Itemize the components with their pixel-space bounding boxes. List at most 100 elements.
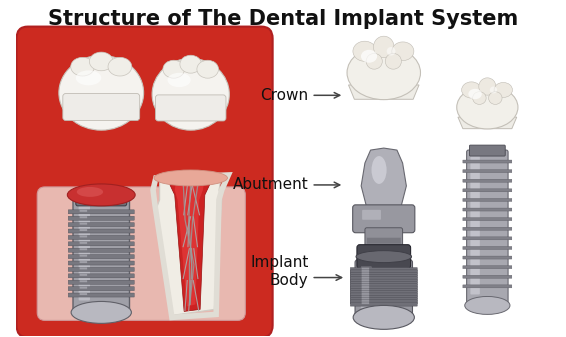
- FancyBboxPatch shape: [80, 236, 87, 238]
- FancyBboxPatch shape: [362, 210, 381, 220]
- Ellipse shape: [71, 302, 131, 324]
- FancyBboxPatch shape: [80, 242, 87, 244]
- FancyBboxPatch shape: [80, 229, 87, 231]
- Ellipse shape: [457, 86, 518, 129]
- Ellipse shape: [353, 41, 376, 61]
- FancyBboxPatch shape: [362, 277, 369, 279]
- Polygon shape: [175, 178, 205, 306]
- FancyBboxPatch shape: [68, 242, 134, 246]
- Polygon shape: [361, 148, 406, 208]
- FancyBboxPatch shape: [463, 170, 512, 173]
- Ellipse shape: [89, 52, 113, 71]
- FancyBboxPatch shape: [463, 237, 512, 240]
- FancyBboxPatch shape: [365, 228, 402, 262]
- Text: Structure of The Dental Implant System: Structure of The Dental Implant System: [48, 9, 518, 29]
- FancyBboxPatch shape: [68, 287, 134, 290]
- FancyBboxPatch shape: [156, 95, 226, 121]
- FancyBboxPatch shape: [350, 293, 417, 297]
- FancyBboxPatch shape: [362, 300, 369, 302]
- FancyBboxPatch shape: [80, 261, 87, 263]
- Ellipse shape: [465, 297, 510, 314]
- FancyBboxPatch shape: [350, 275, 417, 278]
- FancyBboxPatch shape: [350, 277, 417, 281]
- FancyBboxPatch shape: [350, 284, 417, 288]
- Ellipse shape: [462, 82, 481, 98]
- FancyBboxPatch shape: [80, 287, 87, 289]
- FancyBboxPatch shape: [63, 94, 140, 120]
- Ellipse shape: [488, 92, 502, 104]
- FancyBboxPatch shape: [68, 229, 134, 233]
- FancyBboxPatch shape: [362, 270, 369, 272]
- Ellipse shape: [366, 53, 382, 69]
- Ellipse shape: [77, 187, 103, 197]
- FancyBboxPatch shape: [68, 236, 134, 239]
- FancyBboxPatch shape: [355, 259, 413, 319]
- FancyBboxPatch shape: [80, 274, 87, 276]
- FancyBboxPatch shape: [362, 284, 369, 286]
- FancyBboxPatch shape: [350, 268, 417, 272]
- Ellipse shape: [479, 78, 496, 95]
- FancyBboxPatch shape: [362, 279, 369, 281]
- Ellipse shape: [387, 47, 396, 56]
- Ellipse shape: [168, 73, 191, 87]
- FancyBboxPatch shape: [463, 179, 512, 182]
- FancyBboxPatch shape: [470, 155, 480, 295]
- Ellipse shape: [371, 156, 387, 184]
- FancyBboxPatch shape: [350, 302, 417, 306]
- FancyBboxPatch shape: [463, 246, 512, 249]
- FancyBboxPatch shape: [362, 286, 369, 288]
- FancyBboxPatch shape: [357, 245, 410, 269]
- FancyBboxPatch shape: [68, 280, 134, 284]
- FancyBboxPatch shape: [80, 268, 87, 270]
- FancyBboxPatch shape: [76, 190, 127, 206]
- FancyBboxPatch shape: [469, 145, 505, 156]
- FancyBboxPatch shape: [68, 223, 134, 226]
- FancyBboxPatch shape: [68, 248, 134, 252]
- FancyBboxPatch shape: [68, 210, 134, 214]
- FancyBboxPatch shape: [16, 27, 273, 337]
- FancyBboxPatch shape: [79, 204, 90, 301]
- Ellipse shape: [67, 184, 135, 206]
- Ellipse shape: [473, 92, 486, 104]
- Ellipse shape: [374, 36, 394, 58]
- FancyBboxPatch shape: [350, 286, 417, 290]
- FancyBboxPatch shape: [362, 298, 369, 300]
- Ellipse shape: [76, 70, 101, 85]
- Ellipse shape: [163, 60, 185, 78]
- Polygon shape: [170, 175, 209, 311]
- Ellipse shape: [469, 89, 482, 99]
- FancyBboxPatch shape: [463, 189, 512, 192]
- FancyBboxPatch shape: [466, 150, 508, 304]
- Ellipse shape: [353, 305, 414, 329]
- Text: Abutment: Abutment: [233, 178, 308, 192]
- FancyBboxPatch shape: [80, 280, 87, 282]
- FancyBboxPatch shape: [367, 238, 401, 244]
- Ellipse shape: [108, 57, 132, 76]
- FancyBboxPatch shape: [350, 270, 417, 274]
- FancyBboxPatch shape: [463, 275, 512, 278]
- FancyBboxPatch shape: [80, 248, 87, 250]
- FancyBboxPatch shape: [362, 272, 369, 274]
- FancyBboxPatch shape: [68, 268, 134, 271]
- Ellipse shape: [197, 60, 218, 78]
- FancyBboxPatch shape: [68, 274, 134, 278]
- FancyBboxPatch shape: [350, 290, 417, 295]
- FancyBboxPatch shape: [350, 298, 417, 302]
- Text: Implant
Body: Implant Body: [250, 255, 308, 288]
- FancyBboxPatch shape: [350, 288, 417, 292]
- Ellipse shape: [71, 57, 95, 76]
- FancyBboxPatch shape: [73, 197, 130, 312]
- Ellipse shape: [356, 88, 411, 96]
- Ellipse shape: [490, 87, 497, 93]
- FancyBboxPatch shape: [80, 216, 87, 218]
- Ellipse shape: [347, 46, 421, 100]
- FancyBboxPatch shape: [463, 285, 512, 288]
- FancyBboxPatch shape: [350, 279, 417, 283]
- FancyBboxPatch shape: [463, 198, 512, 202]
- FancyBboxPatch shape: [350, 272, 417, 276]
- Ellipse shape: [180, 55, 201, 73]
- FancyBboxPatch shape: [80, 255, 87, 257]
- FancyBboxPatch shape: [353, 205, 415, 233]
- Ellipse shape: [392, 42, 414, 61]
- FancyBboxPatch shape: [80, 293, 87, 295]
